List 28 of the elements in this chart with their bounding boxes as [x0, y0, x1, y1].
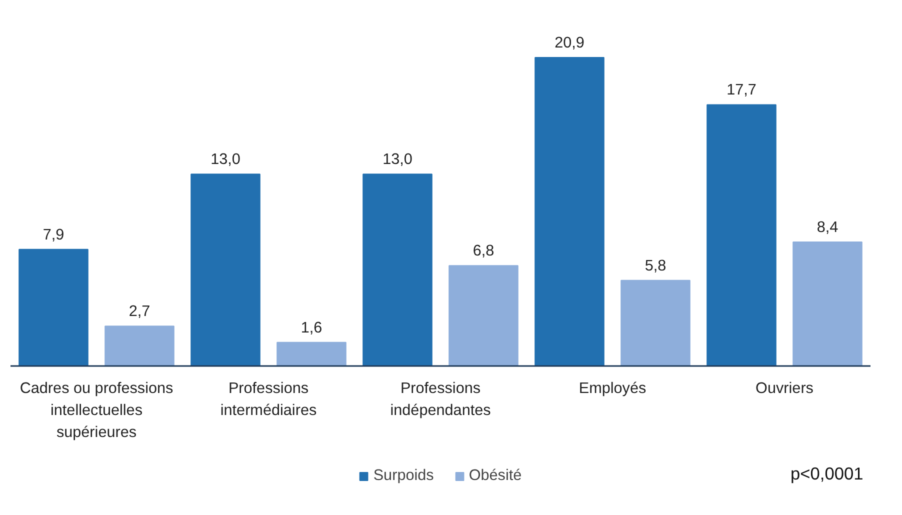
x-tick-label: Professions indépendantes — [390, 380, 492, 420]
data-label: 13,0 — [382, 151, 412, 168]
bar — [104, 326, 174, 366]
data-label: 2,7 — [128, 303, 150, 320]
data-label: 8,4 — [816, 218, 839, 236]
bar — [362, 174, 432, 366]
legend-label: Surpoids — [373, 467, 434, 485]
data-label: 20,9 — [554, 34, 584, 52]
bar — [276, 342, 346, 366]
bar — [190, 174, 260, 366]
bar — [448, 265, 518, 366]
x-tick-label: Ouvriers — [756, 380, 814, 397]
data-label: 6,8 — [472, 242, 494, 260]
data-label: 1,6 — [300, 319, 322, 336]
data-label: 5,8 — [644, 257, 666, 274]
data-label: 17,7 — [726, 82, 756, 99]
data-label: 7,9 — [42, 226, 64, 244]
legend-label: Obésité — [468, 467, 522, 485]
bar — [620, 280, 690, 366]
bar — [18, 248, 88, 366]
x-tick-label: Employés — [578, 380, 646, 397]
x-tick-label: Cadres ou professions intellectuelles supérieures — [20, 380, 174, 442]
x-tick-label: Professions intermédiaires — [220, 380, 317, 420]
bar — [534, 57, 604, 366]
bar — [792, 241, 862, 366]
text: p<0,0001 — [790, 464, 864, 484]
data-label: 13,0 — [210, 151, 240, 168]
bar — [706, 104, 776, 366]
